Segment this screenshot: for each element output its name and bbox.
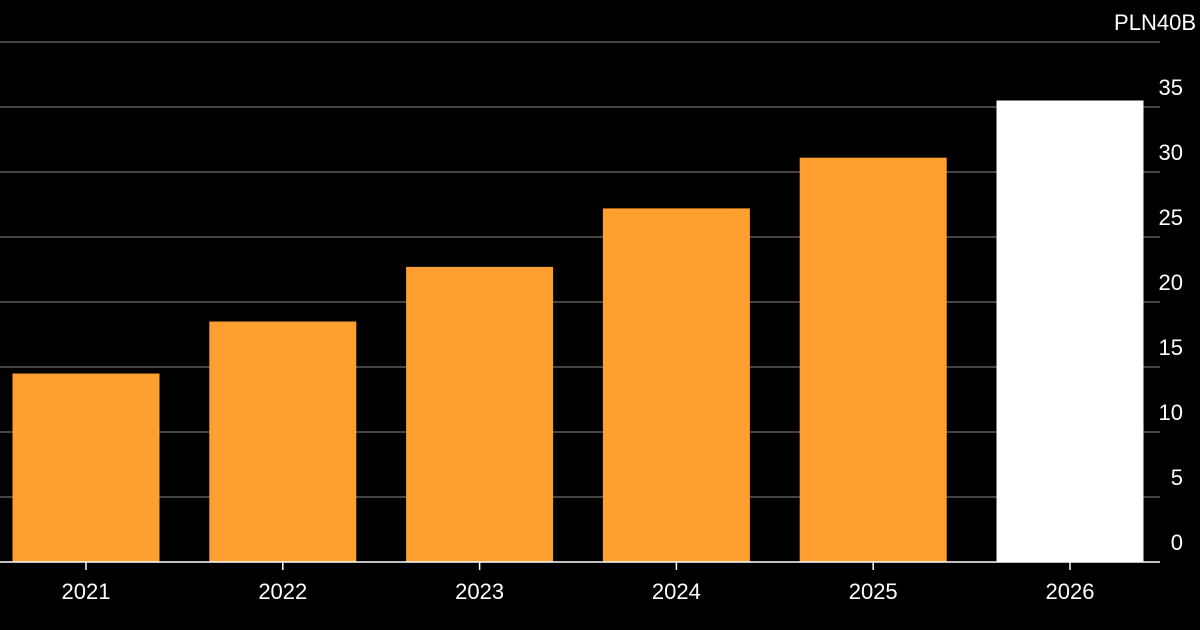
y-tick-label-35: 35 xyxy=(1159,75,1183,100)
bar-2024 xyxy=(602,208,750,562)
x-tick-label-2023: 2023 xyxy=(455,579,504,604)
y-tick-label-15: 15 xyxy=(1159,335,1183,360)
y-tick-label-25: 25 xyxy=(1159,205,1183,230)
y-tick-label-40: PLN40B xyxy=(1114,10,1196,35)
y-tick-label-30: 30 xyxy=(1159,140,1183,165)
axis-layer xyxy=(0,561,1160,570)
x-tick-label-2022: 2022 xyxy=(258,579,307,604)
y-tick-labels: 0 5 10 15 20 25 30 35 PLN40B xyxy=(1114,10,1196,555)
bar-2026 xyxy=(996,100,1144,562)
bar-2022 xyxy=(209,321,357,562)
y-tick-label-0: 0 xyxy=(1171,530,1183,555)
x-tick-labels: 2021 2022 2023 2024 2025 2026 xyxy=(62,579,1095,604)
x-tick-label-2024: 2024 xyxy=(652,579,701,604)
y-tick-label-10: 10 xyxy=(1159,400,1183,425)
bar-2023 xyxy=(406,266,554,562)
x-tick-label-2026: 2026 xyxy=(1046,579,1095,604)
x-tick-label-2025: 2025 xyxy=(849,579,898,604)
y-tick-label-20: 20 xyxy=(1159,270,1183,295)
bars-layer xyxy=(12,100,1144,562)
grid-layer xyxy=(0,41,1160,498)
bar-2025 xyxy=(799,157,947,562)
bar-2021 xyxy=(12,373,160,562)
y-tick-label-5: 5 xyxy=(1171,465,1183,490)
x-tick-label-2021: 2021 xyxy=(62,579,111,604)
